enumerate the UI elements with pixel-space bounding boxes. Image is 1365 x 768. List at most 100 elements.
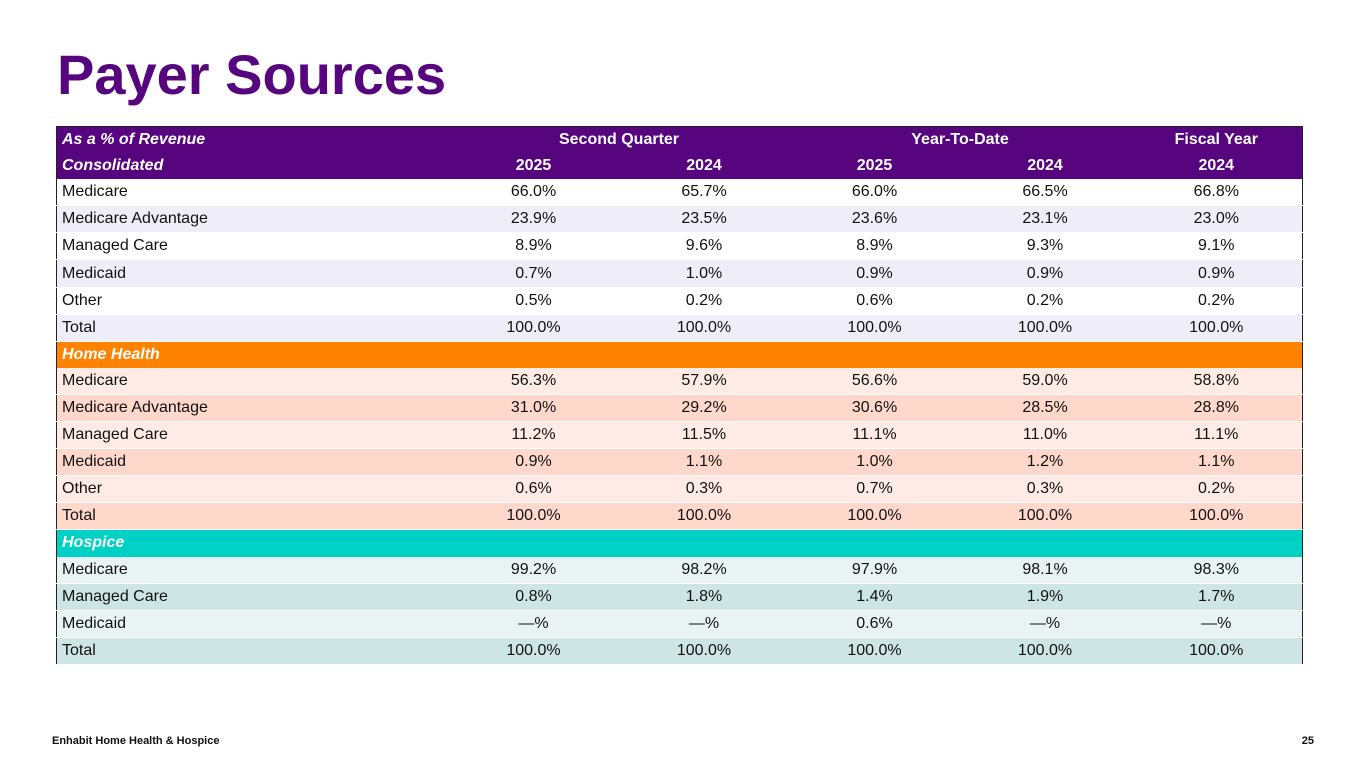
value-cell: 56.6% bbox=[789, 367, 960, 395]
value-cell: 0.9% bbox=[448, 448, 619, 477]
row-label: Medicaid bbox=[56, 610, 449, 638]
value-cell: 0.7% bbox=[789, 475, 960, 504]
value-cell: 98.2% bbox=[618, 556, 790, 584]
value-cell: 23.5% bbox=[618, 205, 790, 234]
value-cell: 100.0% bbox=[959, 502, 1131, 531]
year-header: 2024 bbox=[1130, 153, 1303, 180]
value-cell: 11.0% bbox=[959, 421, 1131, 450]
row-label: Medicare Advantage bbox=[56, 394, 449, 423]
value-cell: 0.3% bbox=[618, 475, 790, 504]
row-label: Total bbox=[56, 502, 449, 531]
value-cell: 98.3% bbox=[1130, 556, 1303, 584]
value-cell: 0.9% bbox=[959, 259, 1131, 288]
row-label: Total bbox=[56, 637, 449, 665]
value-cell: 65.7% bbox=[618, 179, 790, 207]
year-header: 2024 bbox=[618, 153, 790, 180]
row-label: Other bbox=[56, 287, 449, 315]
value-cell: 11.1% bbox=[1130, 421, 1303, 450]
value-cell: 100.0% bbox=[618, 313, 790, 342]
table-row: Managed Care 11.2% 11.5% 11.1% 11.0% 11.1% bbox=[56, 421, 1303, 450]
value-cell: 100.0% bbox=[1130, 636, 1303, 665]
value-cell: 0.9% bbox=[789, 259, 960, 288]
value-cell: 1.1% bbox=[1130, 448, 1303, 477]
value-cell: 29.2% bbox=[618, 394, 790, 423]
value-cell: 100.0% bbox=[618, 502, 790, 531]
value-cell: 31.0% bbox=[448, 394, 619, 423]
table-row: Medicaid 0.7% 1.0% 0.9% 0.9% 0.9% bbox=[56, 259, 1303, 288]
value-cell: 9.3% bbox=[959, 232, 1131, 261]
value-cell: 28.8% bbox=[1130, 394, 1303, 423]
value-cell: 98.1% bbox=[959, 556, 1131, 584]
value-cell: 0.6% bbox=[789, 610, 960, 638]
value-cell: 0.2% bbox=[959, 287, 1131, 315]
value-cell: 28.5% bbox=[959, 394, 1131, 423]
value-cell: 66.8% bbox=[1130, 179, 1303, 207]
value-cell: 23.0% bbox=[1130, 205, 1303, 234]
header-second-quarter: Second Quarter bbox=[448, 126, 790, 154]
value-cell: 99.2% bbox=[448, 556, 619, 584]
page-title: Payer Sources bbox=[57, 43, 447, 106]
table-row: Other 0.5% 0.2% 0.6% 0.2% 0.2% bbox=[56, 287, 1303, 315]
row-label: Medicare bbox=[56, 179, 449, 207]
table-row: Medicare Advantage 31.0% 29.2% 30.6% 28.5% 28… bbox=[56, 394, 1303, 423]
value-cell: 0.2% bbox=[618, 287, 790, 315]
value-cell: —% bbox=[618, 610, 790, 638]
value-cell: —% bbox=[448, 610, 619, 638]
year-header: 2025 bbox=[448, 153, 619, 180]
value-cell: 100.0% bbox=[618, 636, 790, 665]
row-label: Total bbox=[56, 314, 449, 342]
section-header-home-health: Home Health bbox=[56, 341, 1303, 368]
value-cell: 56.3% bbox=[448, 367, 619, 395]
value-cell: 100.0% bbox=[1130, 313, 1303, 342]
value-cell: 57.9% bbox=[618, 367, 790, 395]
row-label: Managed Care bbox=[56, 232, 449, 261]
value-cell: —% bbox=[959, 610, 1131, 638]
section-name-home-health: Home Health bbox=[56, 341, 1303, 368]
value-cell: 8.9% bbox=[789, 232, 960, 261]
value-cell: 0.6% bbox=[789, 287, 960, 315]
value-cell: 100.0% bbox=[448, 636, 619, 665]
footer-company: Enhabit Home Health & Hospice bbox=[52, 735, 220, 747]
value-cell: 11.2% bbox=[448, 421, 619, 450]
value-cell: 0.7% bbox=[448, 259, 619, 288]
table-row: Medicaid 0.9% 1.1% 1.0% 1.2% 1.1% bbox=[56, 448, 1303, 477]
table-row: Managed Care 0.8% 1.8% 1.4% 1.9% 1.7% bbox=[56, 583, 1303, 611]
value-cell: 1.9% bbox=[959, 583, 1131, 611]
value-cell: 1.1% bbox=[618, 448, 790, 477]
value-cell: 8.9% bbox=[448, 232, 619, 261]
value-cell: 0.8% bbox=[448, 583, 619, 611]
value-cell: 11.5% bbox=[618, 421, 790, 450]
row-label: Medicare bbox=[56, 367, 449, 395]
footer-page-number: 25 bbox=[1301, 735, 1314, 747]
value-cell: 0.6% bbox=[448, 475, 619, 504]
value-cell: 1.7% bbox=[1130, 583, 1303, 611]
table-row: Managed Care 8.9% 9.6% 8.9% 9.3% 9.1% bbox=[56, 232, 1303, 261]
year-header: 2025 bbox=[789, 153, 960, 180]
row-label: Managed Care bbox=[56, 583, 449, 611]
section-name-consolidated: Consolidated bbox=[56, 153, 449, 180]
value-cell: 0.5% bbox=[448, 287, 619, 315]
value-cell: 9.6% bbox=[618, 232, 790, 261]
table-row: Medicare Advantage 23.9% 23.5% 23.6% 23.1% 23… bbox=[56, 205, 1303, 234]
total-row: Total 100.0% 100.0% 100.0% 100.0% 100.0% bbox=[56, 313, 1303, 342]
table-row: Medicare 99.2% 98.2% 97.9% 98.1% 98.3% bbox=[56, 556, 1303, 584]
value-cell: 0.3% bbox=[959, 475, 1131, 504]
row-label: Medicaid bbox=[56, 448, 449, 477]
value-cell: 100.0% bbox=[789, 502, 960, 531]
payer-sources-table: As a % of Revenue Second Quarter Year-To… bbox=[56, 126, 1304, 665]
value-cell: 1.0% bbox=[618, 259, 790, 288]
value-cell: 66.0% bbox=[448, 179, 619, 207]
value-cell: 0.9% bbox=[1130, 259, 1303, 288]
year-header: 2024 bbox=[959, 153, 1131, 180]
value-cell: 66.5% bbox=[959, 179, 1131, 207]
value-cell: 1.8% bbox=[618, 583, 790, 611]
section-name-hospice: Hospice bbox=[56, 529, 1303, 557]
total-row: Total 100.0% 100.0% 100.0% 100.0% 100.0% bbox=[56, 502, 1303, 531]
value-cell: 100.0% bbox=[789, 636, 960, 665]
value-cell: 30.6% bbox=[789, 394, 960, 423]
value-cell: 100.0% bbox=[789, 313, 960, 342]
header-row-groups: As a % of Revenue Second Quarter Year-To… bbox=[56, 126, 1303, 154]
value-cell: 100.0% bbox=[448, 313, 619, 342]
header-row-years: Consolidated 2025 2024 2025 2024 2024 bbox=[56, 153, 1303, 180]
value-cell: 59.0% bbox=[959, 367, 1131, 395]
